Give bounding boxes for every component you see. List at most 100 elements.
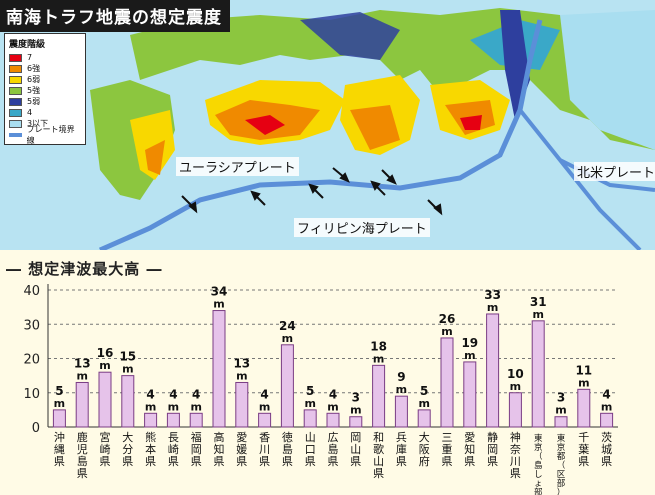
bar-value-label: 5 — [306, 384, 314, 398]
x-tick-label: 熊本県 — [145, 430, 156, 468]
y-tick-label: 40 — [23, 284, 40, 299]
x-tick-label: 東京都（区部） — [557, 433, 566, 495]
x-tick-label: 沖縄県 — [54, 431, 65, 468]
bar-value-label: 3 — [352, 391, 360, 405]
intensity-map: 南海トラフ地震の想定震度 震度階級 7 6強 6弱 5強 5弱 4 3以下 プレート境界線 … — [0, 0, 655, 250]
legend-item-label: 6弱 — [27, 75, 41, 84]
x-tick-label: 兵庫県 — [396, 431, 407, 468]
x-tick-label: 香川県 — [259, 431, 270, 468]
x-tick-label: 岡山県 — [350, 431, 361, 468]
philippine-plate-label: フィリピン海プレート — [294, 218, 430, 237]
bar-unit-label: m — [350, 404, 361, 417]
bar — [372, 364, 386, 428]
x-tick-label: 静岡県 — [487, 430, 498, 468]
bar — [280, 344, 294, 428]
map-graphic — [90, 8, 655, 250]
bar — [440, 337, 454, 428]
bar-chart: 0102030405m沖縄県13m鹿児島県16m宮崎県15m大分県4m熊本県4m… — [23, 284, 618, 495]
y-tick-label: 30 — [23, 318, 40, 333]
bar-value-label: 5 — [420, 384, 428, 398]
x-tick-label: 山口県 — [305, 431, 316, 468]
bar-value-label: 4 — [192, 387, 200, 401]
bar — [212, 310, 226, 428]
y-tick-label: 10 — [23, 387, 40, 402]
bar-unit-label: m — [555, 404, 566, 417]
legend-swatch — [9, 119, 22, 128]
x-tick-label: 徳島県 — [282, 431, 293, 468]
x-tick-label: 神奈川県 — [510, 430, 521, 480]
x-tick-label: 愛知県 — [464, 431, 475, 468]
bar-value-label: 13 — [74, 356, 91, 370]
bar-unit-label: m — [464, 349, 475, 362]
y-tick-label: 20 — [23, 353, 40, 368]
bar-value-label: 13 — [233, 356, 250, 370]
legend-swatch — [9, 86, 22, 95]
x-tick-label: 三重県 — [442, 431, 453, 468]
bar-unit-label: m — [168, 400, 179, 413]
bar-value-label: 10 — [507, 367, 524, 381]
bar-value-label: 5 — [55, 384, 63, 398]
bar — [349, 416, 363, 428]
chart-title-text: 想定津波最大高 — [28, 260, 141, 278]
legend-item: 5強 — [9, 85, 81, 96]
bar-value-label: 26 — [439, 312, 456, 326]
bar — [144, 412, 158, 428]
bar-value-label: 15 — [119, 350, 136, 364]
x-tick-label: 東京（島しょ部） — [534, 433, 543, 495]
bar-value-label: 4 — [146, 387, 154, 401]
bar — [75, 381, 89, 428]
legend-item-label: 4 — [27, 108, 33, 117]
legend-item: 3以下 — [9, 118, 81, 129]
legend-item-label: 5弱 — [27, 97, 41, 106]
bar-unit-label: m — [282, 332, 293, 345]
bar-value-label: 4 — [329, 387, 337, 401]
bar-value-label: 31 — [530, 295, 547, 309]
bar-unit-label: m — [122, 363, 133, 376]
bar-unit-label: m — [236, 369, 247, 382]
legend-item-label: 3以下 — [27, 119, 49, 128]
x-tick-label: 宮崎県 — [100, 430, 111, 468]
bar — [98, 371, 112, 428]
bar — [463, 361, 477, 428]
bar-unit-label: m — [601, 400, 612, 413]
bar-value-label: 16 — [97, 346, 114, 360]
legend-item-label: 5強 — [27, 86, 41, 95]
intensity-legend: 震度階級 7 6強 6弱 5強 5弱 4 3以下 プレート境界線 — [4, 33, 86, 145]
legend-swatch — [9, 75, 22, 84]
bar-value-label: 34 — [211, 285, 228, 299]
bar — [577, 388, 591, 428]
bar-unit-label: m — [396, 383, 407, 396]
bar-unit-label: m — [76, 369, 87, 382]
bar-value-label: 4 — [602, 387, 610, 401]
tsunami-height-chart: ― 想定津波最大高 ― 0 10 20 30 40 5 m 沖縄県 13 m 鹿児島県 16 m 宮崎県 1… — [0, 250, 655, 495]
map-title: 南海トラフ地震の想定震度 — [0, 0, 230, 32]
bar-unit-label: m — [213, 298, 224, 311]
bar — [52, 409, 66, 428]
legend-item-label: 6強 — [27, 64, 41, 73]
bar-unit-label: m — [441, 325, 452, 338]
legend-item: 7 — [9, 52, 81, 63]
bar-unit-label: m — [418, 397, 429, 410]
bar-value-label: 18 — [370, 339, 387, 353]
legend-plate-boundary-label: プレート境界線 — [26, 124, 75, 145]
bar-unit-label: m — [190, 400, 201, 413]
bar-value-label: 3 — [557, 391, 565, 405]
x-tick-label: 千葉県 — [578, 431, 589, 468]
x-tick-label: 長崎県 — [168, 431, 179, 468]
eurasian-plate-label: ユーラシアプレート — [176, 157, 299, 176]
bar — [531, 320, 545, 428]
legend-swatch — [9, 97, 22, 106]
bar-value-label: 9 — [397, 370, 405, 384]
bar-value-label: 11 — [575, 363, 592, 377]
bar — [121, 375, 135, 428]
bar-unit-label: m — [304, 397, 315, 410]
bar — [166, 412, 180, 428]
bar-unit-label: m — [145, 400, 156, 413]
legend-swatch — [9, 64, 22, 73]
bar — [417, 409, 431, 428]
bar — [600, 412, 614, 428]
bar — [326, 412, 340, 428]
bar — [486, 313, 500, 428]
bar-unit-label: m — [532, 308, 543, 321]
chart-title: ― 想定津波最大高 ― — [6, 260, 163, 278]
